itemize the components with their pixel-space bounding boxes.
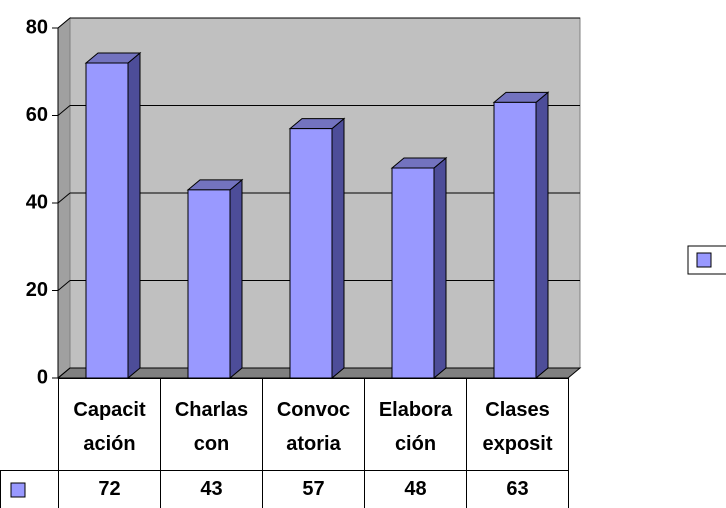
bar-side [331, 117, 345, 380]
category-cell: Capacitación [58, 378, 161, 471]
bar-side [433, 156, 447, 380]
value-cell: 63 [466, 470, 569, 508]
bar [85, 62, 129, 379]
y-tick-label: 40 [26, 191, 48, 213]
bar [391, 167, 435, 379]
value-cell: 72 [58, 470, 161, 508]
y-tick-label: 60 [26, 104, 48, 126]
category-cell: Convocatoria [262, 378, 365, 471]
grid-line-side [57, 17, 71, 29]
value-cell: 48 [364, 470, 467, 508]
key-cell [0, 470, 59, 508]
bar-side [229, 178, 243, 380]
value-cell: 43 [160, 470, 263, 508]
table-legend-key [10, 482, 26, 498]
grid-line-side [57, 367, 71, 379]
bar [493, 101, 537, 379]
bar [289, 128, 333, 379]
category-cell: Clases exposit [466, 378, 569, 471]
value-cell: 57 [262, 470, 365, 508]
y-tick-label: 80 [26, 16, 48, 38]
bar [187, 189, 231, 379]
grid-line-side [57, 192, 71, 204]
bar-side [127, 51, 141, 380]
bar-side [535, 91, 549, 380]
category-cell: Charlas con [160, 378, 263, 471]
category-cell: Elaboración [364, 378, 467, 471]
grid-line-side [57, 280, 71, 291]
grid-line-side [57, 105, 71, 116]
y-tick-label: 20 [26, 279, 48, 301]
legend-key [696, 252, 712, 268]
y-tick-label: 0 [37, 366, 48, 388]
